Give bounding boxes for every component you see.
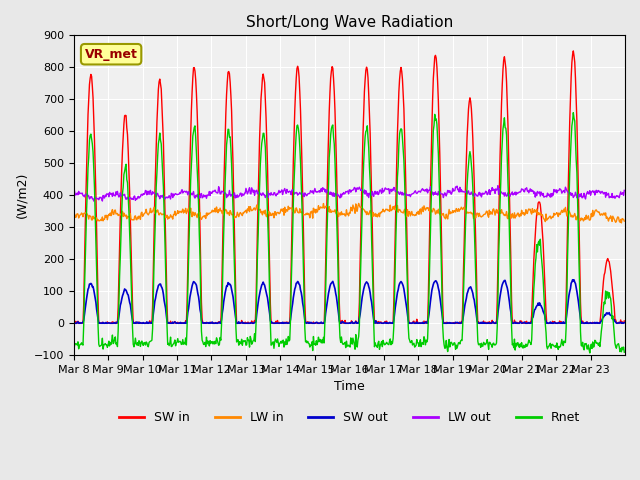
SW in bbox=[437, 221, 445, 227]
LW in bbox=[620, 218, 628, 224]
Line: LW out: LW out bbox=[74, 186, 624, 201]
LW in bbox=[134, 216, 142, 222]
SW in bbox=[236, 320, 244, 326]
SW in bbox=[70, 320, 77, 325]
LW out bbox=[70, 190, 77, 195]
X-axis label: Time: Time bbox=[334, 381, 365, 394]
LW out bbox=[135, 195, 143, 201]
SW out bbox=[569, 277, 577, 283]
SW out bbox=[135, 320, 143, 325]
LW out bbox=[236, 191, 244, 196]
SW out bbox=[236, 320, 244, 326]
LW out bbox=[620, 188, 628, 193]
LW in bbox=[236, 212, 243, 217]
LW in bbox=[70, 216, 77, 222]
Rnet bbox=[70, 347, 77, 352]
SW out bbox=[70, 320, 78, 326]
LW out bbox=[264, 189, 271, 194]
LW in bbox=[284, 208, 291, 214]
Text: VR_met: VR_met bbox=[84, 48, 138, 61]
LW out bbox=[284, 190, 292, 195]
SW in bbox=[620, 318, 628, 324]
Rnet bbox=[586, 350, 594, 356]
SW in bbox=[406, 320, 414, 326]
LW in bbox=[618, 220, 625, 226]
Line: LW in: LW in bbox=[74, 204, 624, 223]
LW in bbox=[406, 213, 414, 219]
LW out bbox=[90, 198, 97, 204]
SW out bbox=[406, 320, 414, 326]
SW in bbox=[135, 319, 143, 325]
Title: Short/Long Wave Radiation: Short/Long Wave Radiation bbox=[246, 15, 453, 30]
Y-axis label: (W/m2): (W/m2) bbox=[15, 172, 28, 218]
LW out bbox=[494, 183, 502, 189]
Rnet bbox=[436, 228, 444, 234]
SW out bbox=[70, 320, 77, 326]
SW in bbox=[264, 162, 271, 168]
SW out bbox=[437, 305, 445, 311]
SW in bbox=[284, 320, 292, 325]
LW out bbox=[406, 194, 414, 200]
SW in bbox=[70, 320, 78, 326]
Rnet bbox=[263, 186, 271, 192]
Rnet bbox=[620, 349, 628, 355]
Legend: SW in, LW in, SW out, LW out, Rnet: SW in, LW in, SW out, LW out, Rnet bbox=[114, 406, 585, 429]
Rnet bbox=[134, 343, 142, 348]
SW out bbox=[284, 320, 292, 326]
LW in bbox=[263, 214, 271, 219]
LW out bbox=[437, 191, 445, 197]
Rnet bbox=[570, 110, 577, 116]
SW out bbox=[620, 320, 628, 325]
SW in bbox=[570, 48, 577, 54]
Rnet bbox=[236, 339, 243, 345]
SW out bbox=[264, 295, 271, 300]
Line: SW in: SW in bbox=[74, 51, 624, 323]
LW in bbox=[437, 212, 445, 217]
Line: Rnet: Rnet bbox=[74, 113, 624, 353]
LW in bbox=[355, 201, 362, 206]
Rnet bbox=[284, 339, 291, 345]
Line: SW out: SW out bbox=[74, 280, 624, 323]
Rnet bbox=[406, 337, 413, 343]
